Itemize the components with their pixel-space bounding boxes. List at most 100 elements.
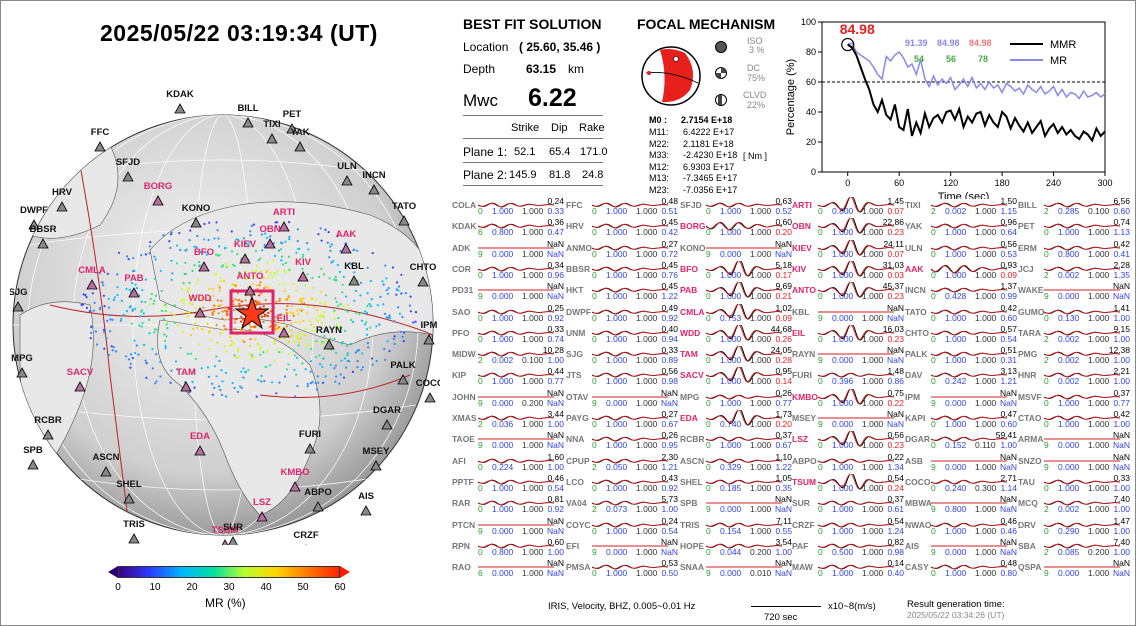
station-misfit: 0.54	[661, 525, 678, 536]
colorbar-tick: 0	[115, 582, 121, 593]
station-waveform	[931, 287, 1007, 293]
rake-header: Rake	[579, 122, 605, 134]
station-ratio: 1.05	[775, 472, 792, 483]
processing-info: IRIS, Velocity, BHZ, 0.005~0.01 Hz	[548, 601, 696, 612]
mr-dot	[223, 324, 226, 327]
mr-dot	[351, 370, 355, 373]
station-scale: 1.000	[636, 333, 658, 344]
station-scale: 1.000	[522, 312, 544, 323]
station-name: KONO	[680, 242, 706, 253]
mr-dot	[194, 307, 197, 310]
station-scale: 1.000	[862, 248, 884, 259]
station-waveform	[818, 373, 894, 378]
station-waveform	[592, 396, 668, 398]
mr-dot	[383, 312, 387, 315]
magnitude-value: 6.22	[528, 84, 577, 112]
mr-dot	[102, 294, 105, 297]
map-station-label: RCBR	[34, 415, 62, 426]
station-ratio: 0.37	[775, 430, 792, 441]
station-scale: 1.000	[750, 504, 772, 515]
mr-dot	[336, 235, 339, 238]
mr-dot	[265, 236, 269, 239]
station-flag: 0	[706, 397, 711, 408]
mr-dot	[414, 311, 418, 314]
station-flag: 9	[706, 248, 711, 259]
station-flag: 0	[478, 376, 483, 387]
station-misfit: 1.00	[547, 461, 564, 472]
mr-dot	[395, 288, 398, 291]
mr-dot	[292, 283, 295, 286]
station-waveform	[706, 436, 782, 442]
station-flag: 0	[592, 376, 597, 387]
mr-dot	[369, 280, 372, 283]
station-name: MAW	[792, 562, 813, 573]
y-tick-label: 40	[806, 107, 816, 117]
station-misfit: NaN	[546, 525, 564, 536]
station-flag: 0	[818, 525, 823, 536]
mr-dot	[232, 284, 235, 287]
station-scale: 1.000	[1088, 355, 1110, 366]
station-scale: 1.000	[636, 440, 658, 451]
map-station-marker: HRV	[52, 187, 73, 212]
station-flag: 0	[818, 482, 823, 493]
station-name: BORG	[680, 221, 706, 232]
station-name: LCO	[566, 476, 584, 487]
station-misfit: 0.54	[547, 482, 564, 493]
mr-dot	[233, 318, 236, 321]
station-scale: 1.000	[636, 461, 658, 472]
mr-colorbar: 0 10 20 30 40 50 60	[108, 566, 350, 593]
mr-dot	[277, 249, 280, 252]
mr-dot	[138, 324, 141, 327]
station-waveform	[1044, 245, 1120, 251]
clvd-icon	[715, 94, 727, 106]
station-waveform	[818, 239, 894, 256]
mr-dot	[232, 263, 235, 266]
mr-dot	[317, 381, 320, 384]
mr-dot	[219, 332, 222, 335]
station-name: JCJ	[1018, 263, 1034, 274]
mr-dot	[300, 299, 303, 302]
station-waveform	[818, 353, 894, 355]
mr-dot	[144, 278, 147, 281]
station-waveform	[706, 566, 782, 568]
station-waveform	[818, 197, 894, 213]
station-weight: 0.152	[945, 440, 967, 451]
station-misfit: 0.98	[887, 546, 904, 557]
station-name: TAOE	[452, 434, 475, 445]
station-weight: 0.050	[606, 461, 628, 472]
mr-dot	[275, 221, 279, 224]
station-cell: COYC 0.24 0.54 0 1.000 1.000	[566, 516, 678, 540]
mr-dot	[414, 320, 417, 323]
station-ratio: 12.38	[1108, 345, 1130, 356]
mr-dot	[270, 381, 274, 384]
mr-dot	[364, 323, 367, 326]
mr-dot	[346, 344, 349, 347]
station-misfit: 0.77	[547, 376, 564, 387]
mr-dot	[297, 341, 300, 344]
mr-dot	[107, 306, 110, 309]
map-station-label: CMLA	[78, 265, 106, 276]
map-station-marker: BBSR	[30, 224, 57, 249]
station-scale: 1.000	[1088, 461, 1110, 472]
station-weight: 1.000	[492, 376, 514, 387]
station-name: DGAR	[905, 434, 931, 445]
station-misfit: 0.86	[887, 376, 904, 387]
mr-dot	[305, 339, 308, 342]
mr-dot	[333, 309, 336, 312]
station-flag: 0	[818, 291, 823, 302]
mr-dot	[236, 390, 239, 393]
station-misfit: 0.52	[775, 206, 792, 216]
station-cell: SPB NaN NaN 9 0.000 1.000	[680, 494, 792, 518]
station-waveform	[478, 458, 554, 464]
mr-dot	[306, 242, 309, 245]
mr-dot	[166, 327, 169, 330]
mr-dot	[382, 283, 385, 286]
mr-dot	[400, 292, 403, 295]
mr-dot	[260, 292, 263, 295]
station-waveform	[931, 502, 1007, 504]
mr-dot	[339, 303, 342, 306]
mr-dot	[195, 297, 198, 300]
mr-dot	[301, 255, 304, 259]
mr-dot	[280, 316, 283, 319]
station-waveform	[1044, 289, 1120, 291]
